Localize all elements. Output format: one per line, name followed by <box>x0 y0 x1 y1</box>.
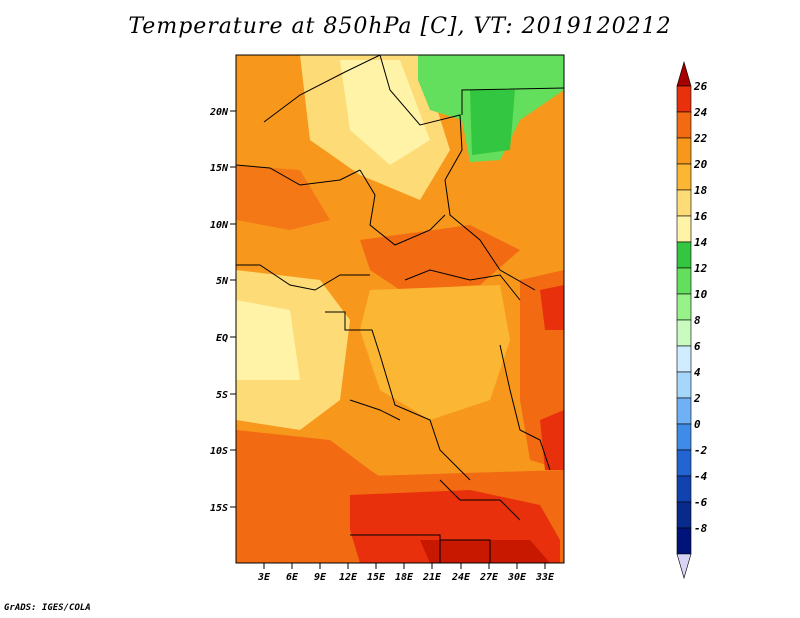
colorbar-swatch <box>676 137 692 165</box>
lon-label-33e: 33E <box>535 572 555 583</box>
colorbar-label: -4 <box>694 470 708 483</box>
colorbar-swatch <box>676 397 692 425</box>
colorbar-bottom-arrow <box>676 553 692 580</box>
lon-label-12e: 12E <box>339 572 358 583</box>
country-borders <box>236 55 564 563</box>
colorbar-label: 4 <box>694 366 701 379</box>
lon-label-30e: 30E <box>507 572 527 583</box>
lat-label-15n: 15N <box>210 163 229 174</box>
colorbar-label: 16 <box>694 210 708 223</box>
lon-label-24e: 24E <box>451 572 471 583</box>
colorbar-label: 2 <box>693 392 701 405</box>
colorbar-swatch <box>676 423 692 451</box>
colorbar-swatch <box>676 345 692 373</box>
lat-label-5s: 5S <box>216 390 228 401</box>
colorbar-swatch <box>676 189 692 217</box>
lat-label-15s: 15S <box>210 503 228 514</box>
lat-label-eq: EQ <box>216 333 228 344</box>
lon-label-3e: 3E <box>257 572 271 583</box>
colorbar-label: -6 <box>694 496 708 509</box>
colorbar-label: 26 <box>693 80 708 93</box>
lat-label-10n: 10N <box>210 220 229 231</box>
colorbar-swatch <box>676 319 692 347</box>
lat-label-5n: 5N <box>216 276 229 287</box>
colorbar-label: -2 <box>694 444 708 457</box>
colorbar-label: 20 <box>693 158 708 171</box>
colorbar-label: 0 <box>694 418 701 431</box>
colorbar-swatch <box>676 527 692 555</box>
lon-label-15e: 15E <box>367 572 386 583</box>
colorbar-label: 6 <box>694 340 701 353</box>
colorbar-label: 12 <box>694 262 708 275</box>
lat-axis <box>230 110 236 508</box>
colorbar-label: 24 <box>693 106 708 119</box>
lon-axis <box>263 563 546 569</box>
colorbar-top-arrow <box>676 60 692 87</box>
map-frame <box>235 54 565 564</box>
lon-label-18e: 18E <box>395 572 414 583</box>
colorbar-label: 14 <box>694 236 708 249</box>
colorbar-swatch <box>676 501 692 529</box>
credit-text: GrADS: IGES/COLA <box>4 603 91 613</box>
temperature-field <box>236 55 564 563</box>
colorbar-swatch <box>676 475 692 503</box>
lon-label-9e: 9E <box>314 572 327 583</box>
lon-label-27e: 27E <box>479 572 499 583</box>
chart-title: Temperature at 850hPa [C], VT: 201912021… <box>128 14 672 39</box>
colorbar-swatch <box>676 85 692 113</box>
lat-label-20n: 20N <box>209 107 229 118</box>
colorbar-swatch <box>676 111 692 139</box>
colorbar-swatch <box>676 293 692 321</box>
colorbar-swatch <box>676 371 692 399</box>
colorbar-label: 22 <box>693 132 708 145</box>
colorbar-swatch <box>676 449 692 477</box>
lon-label-6e: 6E <box>286 572 299 583</box>
lat-label-10s: 10S <box>210 446 228 457</box>
colorbar-swatch <box>676 215 692 243</box>
colorbar-swatch <box>676 241 692 269</box>
colorbar-swatch <box>676 163 692 191</box>
colorbar-label: 18 <box>694 184 708 197</box>
lon-label-21e: 21E <box>422 572 442 583</box>
colorbar-label: 10 <box>694 288 708 301</box>
colorbar-label: -8 <box>694 522 708 535</box>
colorbar-swatch <box>676 267 692 295</box>
colorbar-label: 8 <box>694 314 701 327</box>
